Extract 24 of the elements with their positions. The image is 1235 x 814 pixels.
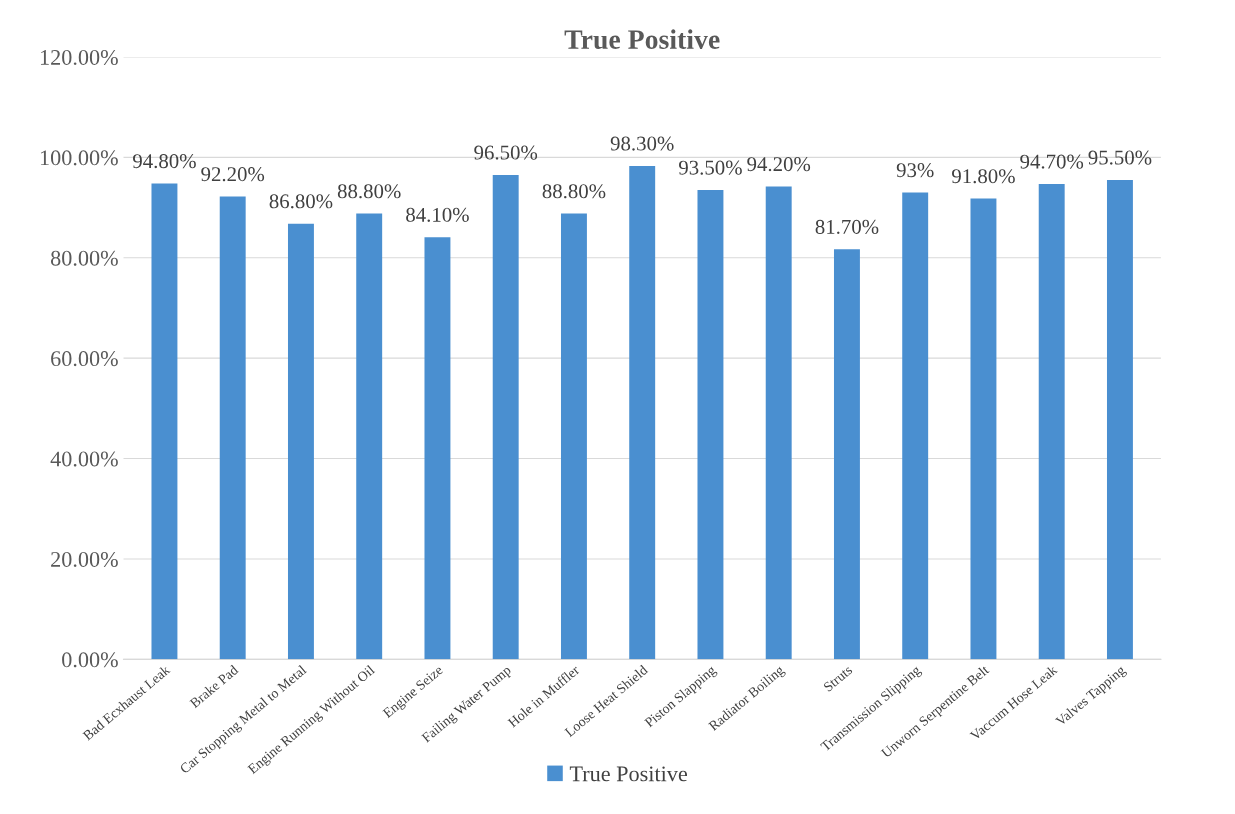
- data-label: 93%: [896, 163, 934, 178]
- data-label: 94.80%: [133, 154, 196, 169]
- legend-label: True Positive: [569, 766, 688, 782]
- data-label: 92.20%: [201, 167, 265, 182]
- data-label: 94.70%: [1020, 154, 1084, 169]
- data-label: 86.80%: [269, 194, 333, 209]
- data-label: 81.70%: [815, 219, 879, 234]
- data-label: 88.80%: [542, 184, 606, 199]
- y-tick-label: 100.00%: [40, 150, 118, 166]
- data-label: 84.10%: [406, 207, 469, 222]
- y-tick-label: 0.00%: [62, 652, 118, 668]
- y-tick-label: 40.00%: [50, 451, 118, 467]
- chart-title: True Positive: [564, 29, 720, 49]
- y-tick-label: 120.00%: [40, 49, 118, 66]
- data-label: 94.20%: [747, 157, 811, 172]
- data-label: 88.80%: [337, 184, 401, 199]
- y-tick-label: 80.00%: [50, 250, 118, 266]
- y-tick-label: 60.00%: [51, 351, 118, 367]
- data-label: 96.50%: [474, 145, 538, 160]
- data-label: 91.80%: [952, 169, 1015, 184]
- data-label: 98.30%: [610, 136, 674, 151]
- y-tick-label: 20.00%: [51, 551, 118, 567]
- data-label: 95.50%: [1088, 150, 1152, 165]
- data-label: 93.50%: [679, 160, 742, 175]
